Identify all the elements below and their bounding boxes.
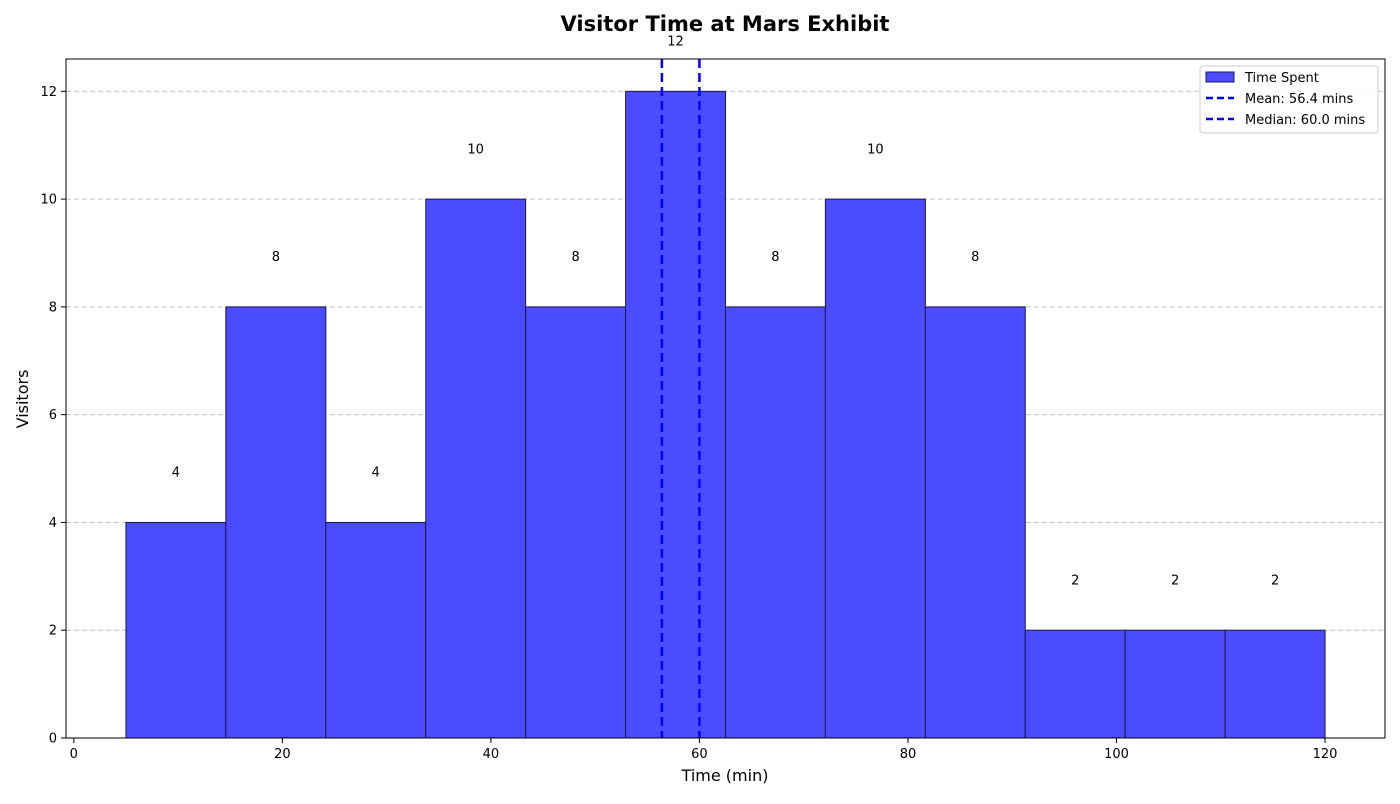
histogram-bar (924, 306, 1026, 739)
x-axis-ticks: 0 20 40 60 80 100 120 (70, 738, 1338, 762)
bar-value-label: 2 (1071, 573, 1079, 588)
y-axis-ticks: 0 2 4 6 8 10 12 (40, 85, 66, 747)
y-tick-label: 10 (40, 193, 57, 208)
histogram-bar (325, 521, 427, 739)
bar-value-label: 4 (172, 466, 180, 481)
histogram-bar (725, 306, 826, 739)
bar-value-label: 2 (1271, 573, 1279, 588)
bar-value-label: 8 (571, 250, 579, 265)
legend-label-median: Median: 60.0 mins (1245, 113, 1365, 128)
histogram-bar (425, 198, 527, 739)
bars (125, 90, 1326, 739)
y-tick-label: 8 (49, 300, 57, 315)
legend-swatch-time-spent (1205, 71, 1235, 83)
x-tick-label: 20 (274, 747, 291, 762)
y-tick-label: 4 (49, 516, 57, 531)
legend: Time Spent Mean: 56.4 mins Median: 60.0 … (1199, 65, 1379, 134)
bar-value-label: 2 (1171, 573, 1179, 588)
y-tick-label: 6 (49, 408, 57, 423)
reference-lines (660, 59, 701, 738)
histogram-bar (824, 198, 926, 739)
x-tick-label: 80 (900, 747, 917, 762)
histogram-bar (225, 306, 327, 739)
x-tick-label: 100 (1104, 747, 1129, 762)
bar-value-label: 8 (272, 250, 280, 265)
x-tick-label: 40 (483, 747, 500, 762)
histogram-bar (1024, 629, 1126, 739)
bar-value-label: 4 (372, 466, 380, 481)
x-axis-label: Time (min) (681, 766, 769, 785)
x-tick-label: 60 (691, 747, 708, 762)
y-tick-label: 2 (49, 624, 57, 639)
legend-box (1199, 65, 1379, 134)
chart-title: Visitor Time at Mars Exhibit (561, 12, 890, 36)
histogram-bar (125, 521, 227, 739)
bar-value-label: 8 (971, 250, 979, 265)
bar-value-label: 10 (867, 142, 884, 157)
x-tick-label: 0 (70, 747, 78, 762)
bar-value-label: 12 (667, 35, 684, 50)
legend-label-time-spent: Time Spent (1244, 71, 1319, 86)
histogram-bar (525, 306, 627, 739)
plot-frame (65, 58, 1386, 739)
histogram-bar (625, 90, 727, 739)
bar-value-label: 10 (467, 142, 484, 157)
legend-label-mean: Mean: 56.4 mins (1245, 92, 1354, 107)
bar-labels: 4 8 4 10 8 12 8 10 8 2 2 2 (172, 35, 1279, 589)
histogram-bar (1124, 629, 1226, 739)
y-axis-label: Visitors (13, 370, 32, 429)
bar-value-label: 8 (771, 250, 779, 265)
x-tick-label: 120 (1313, 747, 1338, 762)
y-tick-label: 12 (40, 85, 57, 100)
histogram-bar (1224, 629, 1326, 739)
y-tick-label: 0 (49, 732, 57, 747)
